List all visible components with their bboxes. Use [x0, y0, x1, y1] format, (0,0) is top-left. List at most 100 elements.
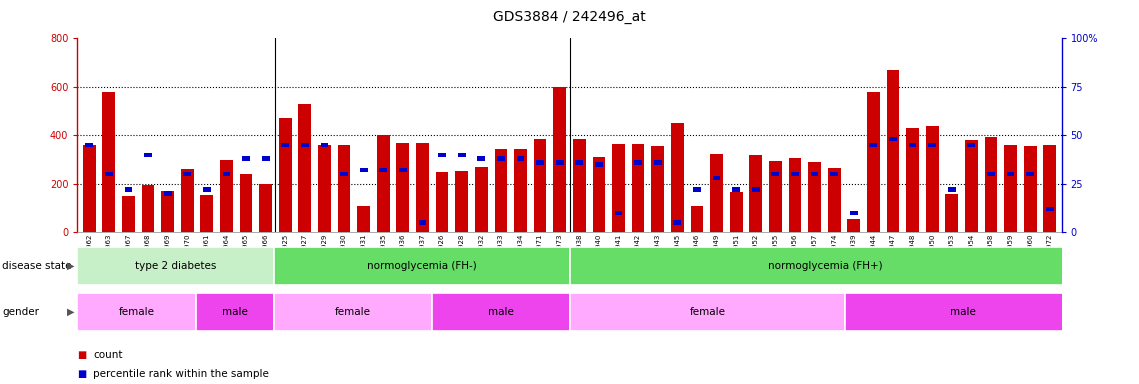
- Bar: [948, 187, 956, 192]
- Bar: [105, 172, 113, 176]
- Bar: [965, 140, 977, 232]
- Text: normoglycemia (FH+): normoglycemia (FH+): [768, 261, 883, 271]
- Bar: [337, 145, 351, 232]
- Bar: [850, 211, 858, 215]
- Bar: [1005, 145, 1017, 232]
- Text: ■: ■: [77, 350, 87, 360]
- Bar: [456, 170, 468, 232]
- Bar: [243, 156, 249, 161]
- Bar: [928, 143, 936, 147]
- Text: normoglycemia (FH-): normoglycemia (FH-): [367, 261, 477, 271]
- Bar: [967, 143, 975, 147]
- Text: female: female: [689, 307, 726, 317]
- Bar: [274, 247, 570, 285]
- Bar: [494, 149, 507, 232]
- Bar: [416, 142, 429, 232]
- Bar: [847, 219, 860, 232]
- Bar: [671, 123, 683, 232]
- Bar: [301, 143, 309, 147]
- Bar: [790, 172, 798, 176]
- Text: type 2 diabetes: type 2 diabetes: [136, 261, 216, 271]
- Bar: [654, 161, 662, 165]
- Bar: [358, 206, 370, 232]
- Bar: [222, 172, 230, 176]
- Bar: [1026, 172, 1034, 176]
- Bar: [690, 206, 703, 232]
- Bar: [828, 168, 841, 232]
- Bar: [124, 187, 132, 192]
- Bar: [1043, 145, 1056, 232]
- Text: female: female: [118, 307, 155, 317]
- Bar: [575, 161, 583, 165]
- Bar: [554, 87, 566, 232]
- Bar: [984, 137, 998, 232]
- Bar: [377, 136, 390, 232]
- Bar: [360, 168, 368, 172]
- Bar: [318, 145, 330, 232]
- Bar: [477, 156, 485, 161]
- Bar: [886, 70, 900, 232]
- Bar: [769, 161, 781, 232]
- Bar: [432, 293, 570, 331]
- Bar: [181, 169, 194, 232]
- Bar: [320, 143, 328, 147]
- Bar: [730, 192, 743, 232]
- Bar: [909, 143, 917, 147]
- Bar: [652, 146, 664, 232]
- Bar: [196, 293, 274, 331]
- Bar: [771, 172, 779, 176]
- Bar: [570, 293, 845, 331]
- Bar: [907, 128, 919, 232]
- Bar: [867, 92, 879, 232]
- Text: male: male: [222, 307, 248, 317]
- Bar: [570, 247, 1081, 285]
- Bar: [396, 142, 409, 232]
- Bar: [809, 162, 821, 232]
- Bar: [592, 157, 605, 232]
- Bar: [514, 149, 527, 232]
- Bar: [497, 156, 505, 161]
- Bar: [573, 139, 585, 232]
- Text: male: male: [950, 307, 976, 317]
- Bar: [945, 194, 958, 232]
- Bar: [634, 161, 642, 165]
- Bar: [203, 187, 211, 192]
- Bar: [517, 156, 524, 161]
- Bar: [1046, 207, 1054, 211]
- Bar: [77, 247, 274, 285]
- Bar: [298, 104, 311, 232]
- Bar: [615, 211, 622, 215]
- Bar: [77, 293, 196, 331]
- Bar: [279, 118, 292, 232]
- Bar: [869, 143, 877, 147]
- Bar: [274, 293, 432, 331]
- Bar: [220, 160, 232, 232]
- Bar: [418, 220, 426, 225]
- Bar: [749, 155, 762, 232]
- Bar: [845, 293, 1081, 331]
- Bar: [536, 161, 544, 165]
- Bar: [164, 191, 172, 196]
- Bar: [1007, 172, 1015, 176]
- Bar: [556, 161, 564, 165]
- Text: percentile rank within the sample: percentile rank within the sample: [93, 369, 269, 379]
- Bar: [713, 176, 721, 180]
- Text: disease state: disease state: [2, 261, 72, 271]
- Text: ▶: ▶: [67, 307, 75, 317]
- Bar: [103, 92, 115, 232]
- Text: gender: gender: [2, 307, 39, 317]
- Bar: [379, 168, 387, 172]
- Bar: [752, 187, 760, 192]
- Bar: [141, 185, 155, 232]
- Bar: [458, 152, 466, 157]
- Text: ■: ■: [77, 369, 87, 379]
- Bar: [439, 152, 446, 157]
- Bar: [1024, 146, 1036, 232]
- Bar: [811, 172, 819, 176]
- Bar: [281, 143, 289, 147]
- Bar: [890, 137, 896, 141]
- Bar: [788, 158, 802, 232]
- Bar: [399, 168, 407, 172]
- Bar: [830, 172, 838, 176]
- Bar: [162, 191, 174, 232]
